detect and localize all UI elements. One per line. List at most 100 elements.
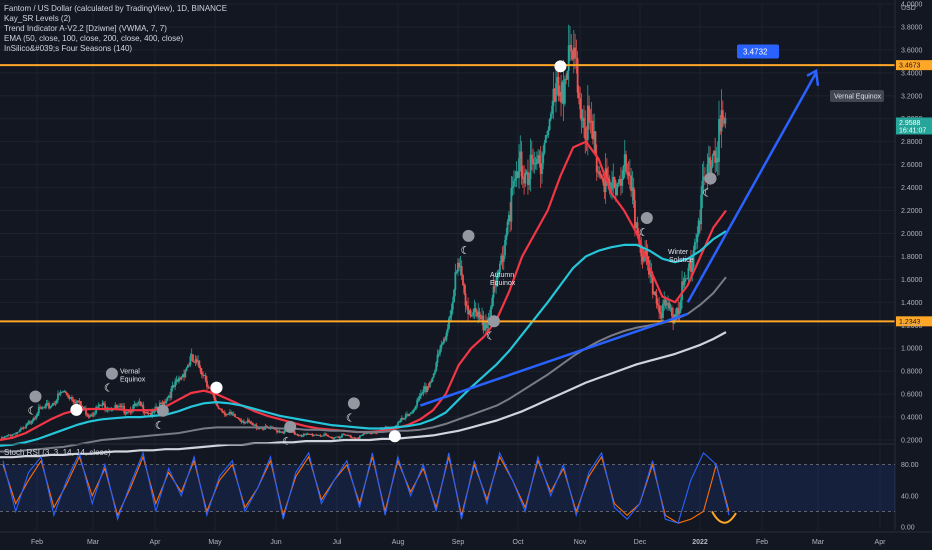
candle-body (599, 174, 602, 176)
candle-body (417, 398, 420, 401)
candle-body (626, 171, 629, 173)
legend-four-seasons[interactable]: InSilico&#039;s Four Seasons (140) (4, 44, 133, 53)
candle-body (597, 171, 599, 173)
price-tick-label: 0.4000 (901, 415, 923, 422)
crescent-moon-icon: ☾ (27, 406, 37, 418)
price-axis-unit: USD (901, 5, 916, 12)
candle-body (595, 155, 598, 173)
candle-body (179, 377, 182, 380)
candle-body (313, 435, 315, 437)
candle-body (35, 415, 38, 419)
candle-body (241, 421, 244, 423)
candle-body (709, 157, 711, 177)
candle-body (509, 215, 512, 222)
candle-body (44, 405, 47, 408)
candle-body (600, 175, 603, 178)
candle-body (399, 419, 402, 422)
candle-body (426, 386, 429, 392)
candle-body (20, 428, 22, 430)
candle-body (74, 402, 77, 404)
candle-body (341, 434, 343, 438)
candle-body (502, 255, 505, 262)
candle-body (688, 261, 691, 268)
candle-body (315, 434, 318, 436)
candle-body (26, 423, 29, 425)
candle-body (293, 431, 296, 435)
candle-body (574, 47, 576, 58)
stoch-rsi-label[interactable]: Stoch RSI (3, 3, 14, 14, close) (4, 448, 111, 457)
candle-body (60, 392, 63, 393)
candle-body (299, 435, 301, 437)
candle-body (41, 407, 44, 409)
candle-body (316, 435, 319, 436)
candle-body (617, 183, 620, 185)
candle-body (138, 401, 141, 404)
candle-body (700, 194, 703, 225)
time-axis[interactable]: Feb Mar Apr May Jun Jul Aug Sep Oct Nov Dec 2022 Feb… (0, 531, 932, 546)
candle-body (701, 180, 704, 195)
candle-body (333, 437, 336, 439)
candle-body (156, 406, 159, 409)
candle-body (49, 406, 52, 409)
candle-body (413, 409, 416, 411)
candle-body (449, 315, 452, 319)
ema-lines (0, 140, 727, 459)
legend-trend-indicator[interactable]: Trend Indicator A-V2.2 [Dziwne] (VWMA, 7… (4, 24, 167, 33)
candle-body (218, 408, 221, 410)
candle-body (96, 407, 99, 408)
candle-body (361, 434, 364, 436)
candle-body (634, 200, 636, 229)
candle-body (641, 256, 644, 262)
candle-body (101, 402, 104, 406)
price-tick-label: 1.6000 (901, 277, 923, 284)
candle-body (203, 375, 206, 376)
candle-body (539, 163, 542, 174)
candle-body (520, 151, 523, 177)
candle-body (523, 178, 526, 184)
candle-body (492, 286, 495, 298)
candle-body (585, 139, 588, 141)
candle-body (158, 402, 161, 408)
candle-body (274, 429, 277, 431)
candle-body (213, 395, 216, 400)
candle-body (459, 266, 462, 268)
candle-body (251, 422, 254, 426)
candle-body (257, 428, 259, 429)
candle-body (186, 364, 189, 368)
candle-body (653, 291, 655, 295)
candle-body (318, 435, 320, 436)
candle-body (655, 295, 658, 304)
candle-body (427, 386, 430, 388)
candle-body (155, 406, 157, 410)
candle-body (435, 362, 438, 371)
candle-body (62, 391, 64, 393)
candle-body (465, 305, 468, 307)
candle-body (473, 308, 476, 313)
candle-body (165, 400, 168, 404)
candle-body (631, 187, 634, 192)
candle-body (221, 410, 224, 413)
candle-body (227, 413, 230, 415)
candle-body (521, 176, 524, 179)
candle-body (13, 433, 16, 435)
price-axis[interactable]: USD4.00003.80003.60003.40003.20003.00002… (894, 0, 932, 530)
candle-body (116, 406, 119, 408)
candle-body (718, 118, 720, 163)
ema-200-line (0, 276, 727, 453)
time-tick-label: Jul (333, 539, 342, 546)
candle-body (380, 428, 383, 431)
candle-body (670, 307, 673, 316)
legend-kay-sr[interactable]: Kay_SR Levels (2) (4, 14, 71, 23)
candle-body (226, 413, 229, 416)
price-tick-label: 2.4000 (901, 185, 923, 192)
candle-body (710, 166, 713, 177)
candle-body (538, 155, 541, 164)
candle-body (532, 158, 534, 165)
candle-body (372, 432, 375, 434)
legend-ema[interactable]: EMA (50, close, 100, close, 200, close, … (4, 34, 184, 43)
candle-body (190, 354, 193, 357)
candle-body (2, 437, 5, 439)
crescent-moon-icon: ☾ (155, 420, 165, 432)
candle-body (37, 407, 40, 414)
